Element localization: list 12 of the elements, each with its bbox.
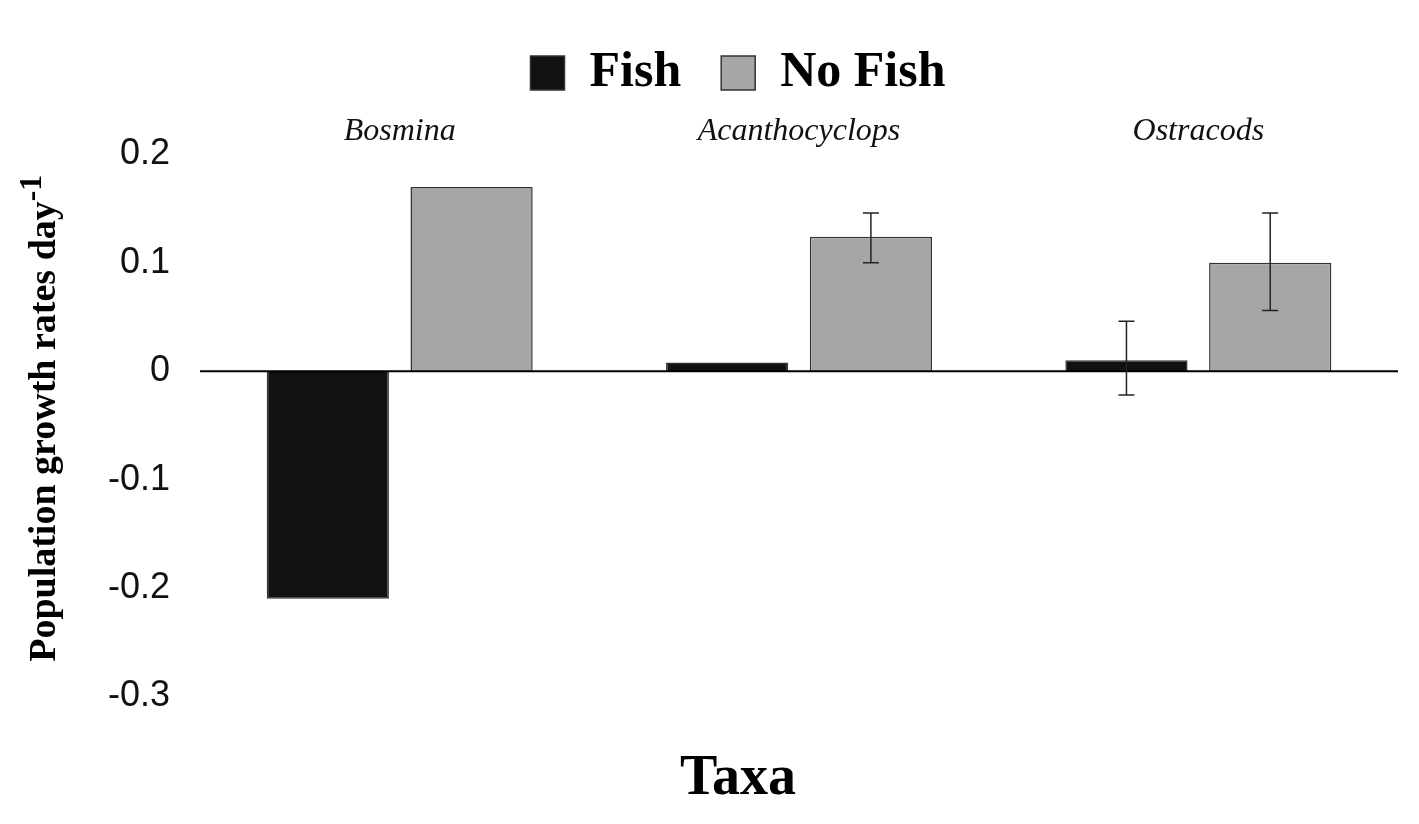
y-tick-label: -0.2 bbox=[107, 564, 171, 606]
x-tick-label: Acanthocyclops bbox=[695, 110, 901, 147]
legend-label: Fish bbox=[589, 40, 682, 97]
y-tick-label: 0 bbox=[150, 348, 171, 390]
y-tick-label: 0.1 bbox=[119, 239, 171, 281]
x-tick-label: Ostracods bbox=[1132, 110, 1265, 147]
legend-label: No Fish bbox=[780, 40, 946, 97]
y-tick-label: -0.3 bbox=[107, 673, 171, 715]
x-tick-label: Bosmina bbox=[343, 110, 456, 147]
y-tick-label: -0.1 bbox=[107, 456, 171, 498]
x-axis-title: Taxa bbox=[678, 743, 798, 807]
y-tick-label: 0.2 bbox=[119, 131, 171, 173]
